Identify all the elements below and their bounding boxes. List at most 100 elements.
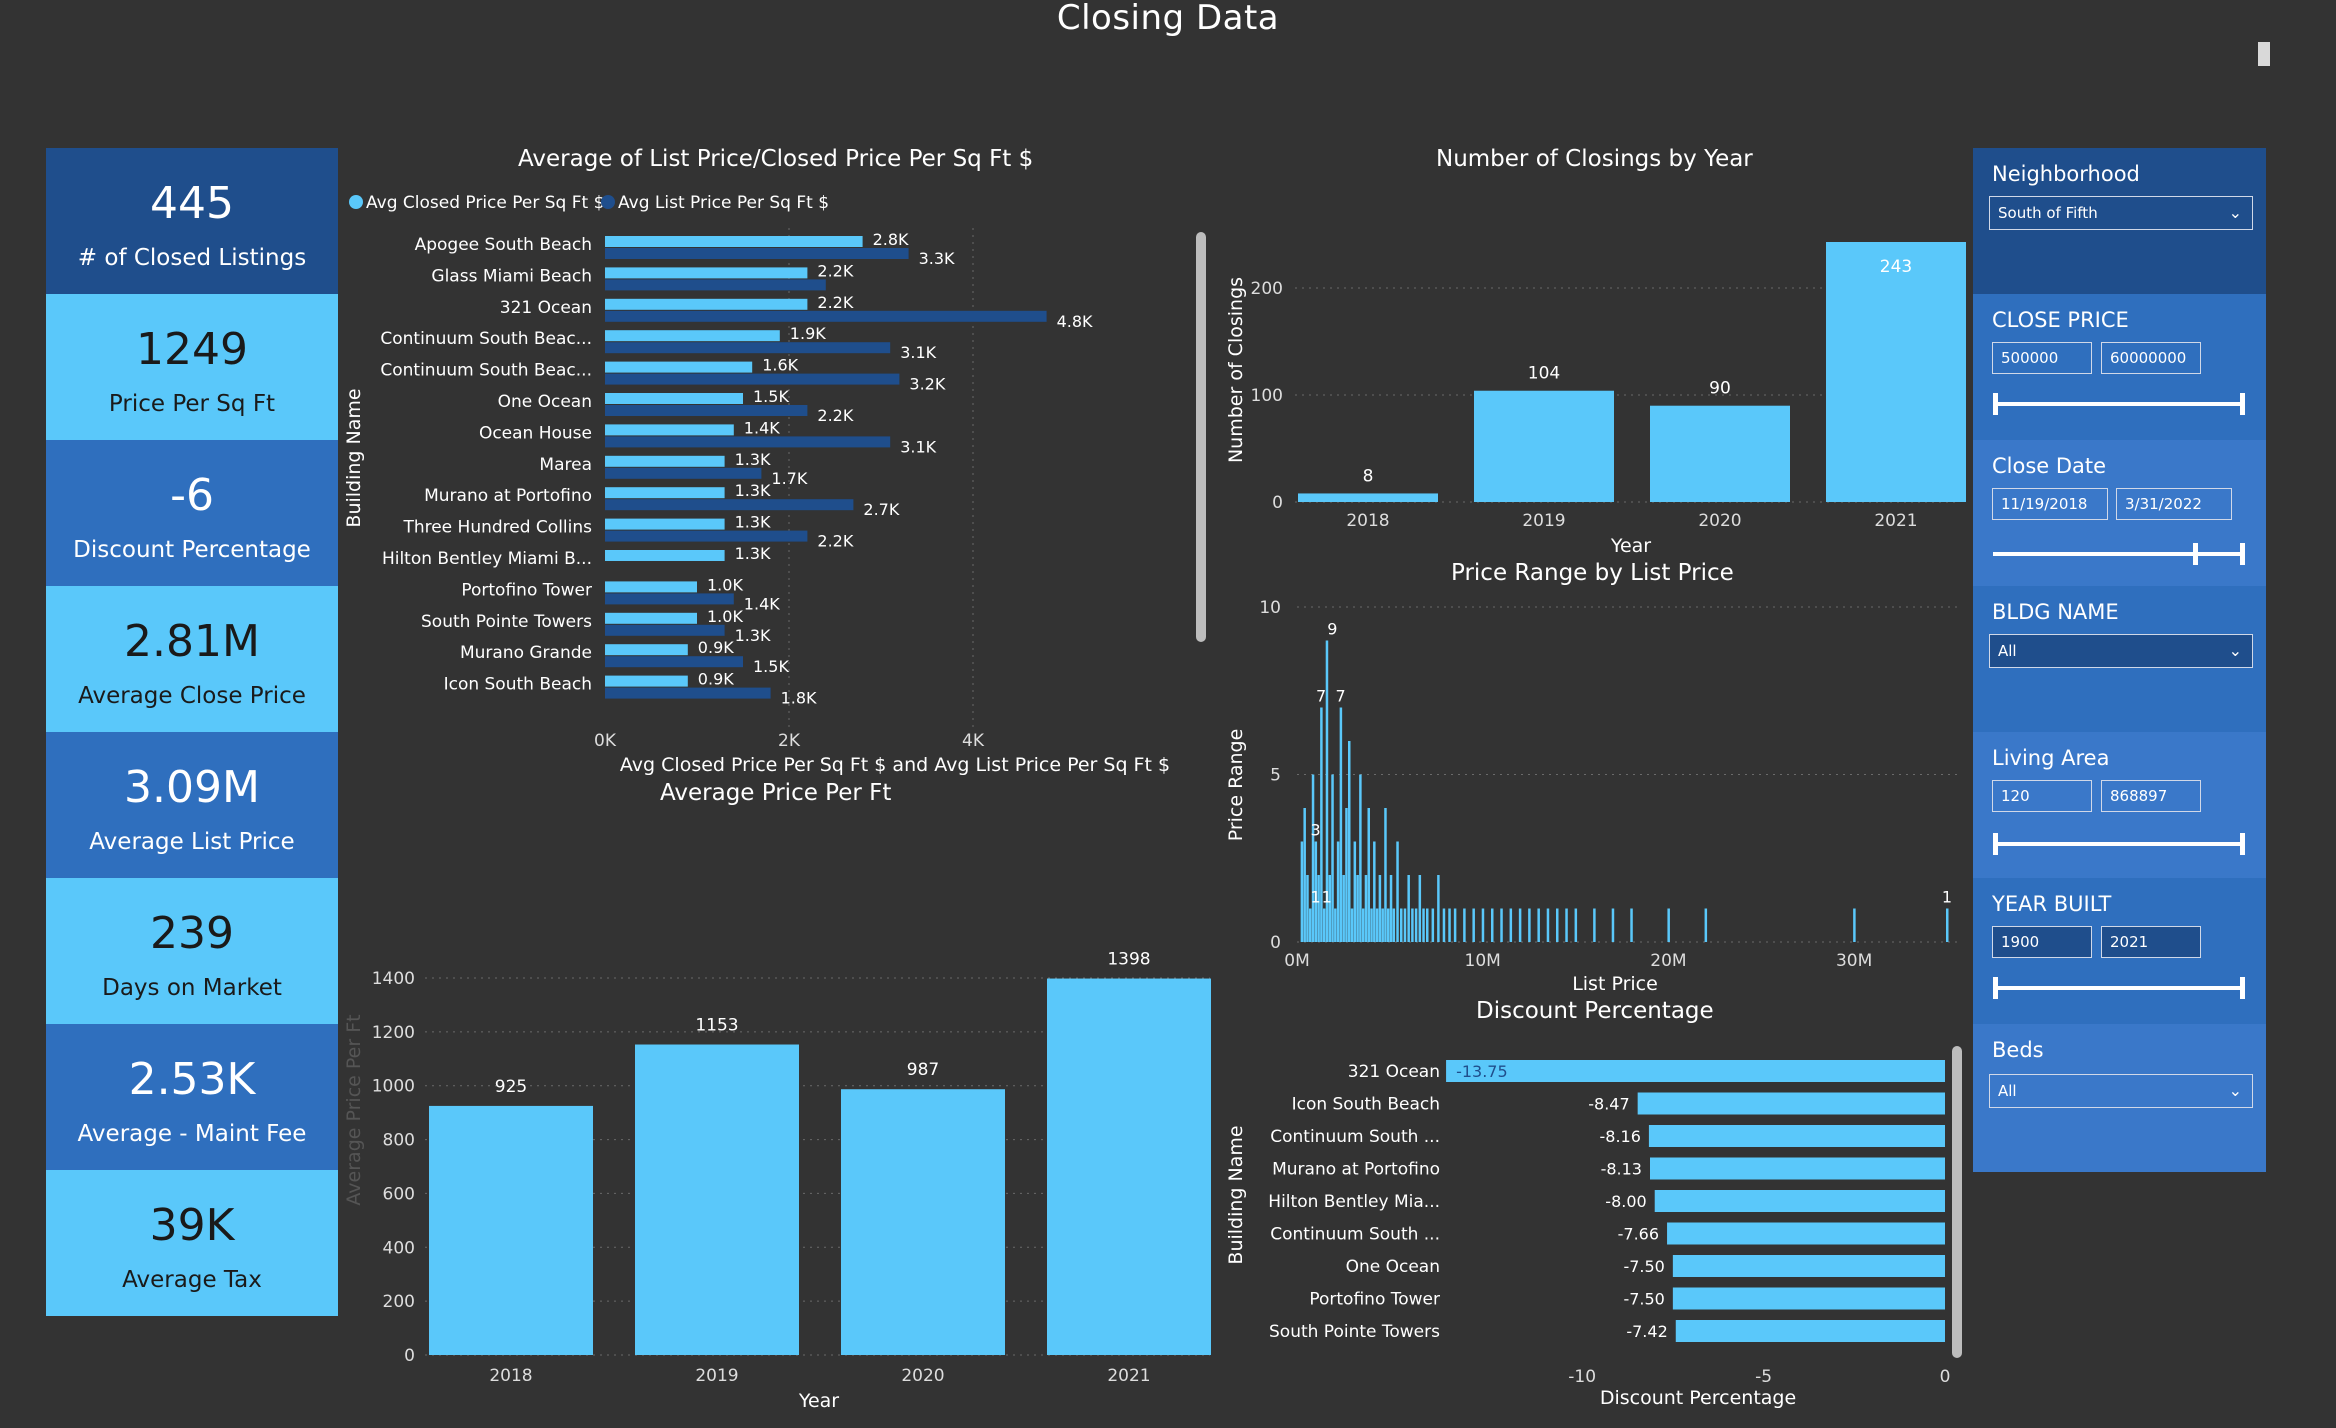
slider-max-handle[interactable] — [2240, 543, 2245, 565]
y-tick-label: 10 — [1259, 598, 1281, 618]
x-tick-label: 2K — [778, 731, 801, 751]
price-range-bar — [1528, 908, 1531, 942]
x-axis-title: List Price — [1572, 973, 1658, 995]
data-label: 1.3K — [735, 544, 771, 563]
category-label: Hilton Bentley Mia... — [1268, 1192, 1440, 1212]
y-tick-label: 200 — [383, 1292, 415, 1312]
list-price-bar — [605, 436, 891, 448]
price-range-bar — [1414, 908, 1418, 942]
beds-dropdown[interactable]: All ⌄ — [1989, 1074, 2253, 1108]
list-price-bar — [605, 373, 900, 385]
page-title: Closing Data — [1056, 0, 1280, 38]
slider-max-handle[interactable] — [2240, 393, 2245, 415]
data-label: 1.5K — [753, 387, 789, 406]
bldg-name-dropdown[interactable]: All ⌄ — [1989, 634, 2253, 668]
data-label: 3.2K — [909, 375, 945, 394]
data-label: 1.9K — [790, 324, 826, 343]
category-label: One Ocean — [498, 392, 592, 412]
price-per-sqft-scrollbar[interactable] — [1196, 232, 1206, 642]
price-range-bar — [1574, 908, 1578, 942]
living-area-max-input[interactable]: 868897 — [2101, 780, 2201, 812]
data-label: 2.2K — [817, 532, 853, 551]
list-price-bar — [605, 593, 734, 605]
slider-handle[interactable] — [2193, 543, 2198, 565]
legend-label: Avg Closed Price Per Sq Ft $ — [366, 193, 604, 213]
category-label: Portofino Tower — [461, 580, 592, 600]
kpi-value: 445 — [150, 178, 234, 229]
close-price-max-input[interactable]: 60000000 — [2101, 342, 2201, 374]
price-range-bar — [1356, 875, 1359, 942]
discount-bar — [1649, 1157, 1945, 1180]
y-tick-label: 1200 — [372, 1023, 415, 1043]
y-tick-label: 800 — [383, 1131, 415, 1151]
closed-price-bar — [605, 393, 743, 404]
slider-max-handle[interactable] — [2240, 977, 2245, 999]
y-axis-title: Building Name — [1225, 1125, 1247, 1264]
closings-bar — [1474, 390, 1614, 502]
kpi-average-maint-fee: 2.53K Average - Maint Fee — [46, 1024, 338, 1170]
price-range-bar — [1491, 908, 1494, 942]
category-label: Murano Grande — [460, 643, 592, 663]
avg-price-bar — [1047, 978, 1211, 1355]
discount-bar — [1672, 1287, 1945, 1310]
living-area-min-input[interactable]: 120 — [1992, 780, 2092, 812]
price-range-bar — [1350, 908, 1354, 942]
list-price-bar — [605, 530, 808, 542]
data-label: 1398 — [1107, 950, 1150, 970]
kpi-value: -6 — [170, 470, 214, 521]
list-price-bar — [605, 499, 854, 511]
price-range-bar — [1472, 908, 1475, 942]
price-range-bar — [1303, 808, 1306, 942]
year-built-max-input[interactable]: 2021 — [2101, 926, 2201, 958]
x-tick-label: 10M — [1465, 951, 1501, 971]
data-label: 2.2K — [817, 261, 853, 280]
y-tick-label: 200 — [1251, 279, 1283, 299]
avg-price-bar — [635, 1044, 799, 1355]
category-label: South Pointe Towers — [1269, 1322, 1440, 1342]
year-built-min-input[interactable]: 1900 — [1992, 926, 2092, 958]
data-label: -8.16 — [1600, 1127, 1641, 1146]
slider-min-handle[interactable] — [1993, 977, 1998, 999]
x-axis-title: Discount Percentage — [1600, 1387, 1796, 1409]
price-range-bar — [1407, 875, 1410, 942]
y-tick-label: 100 — [1251, 386, 1283, 406]
closed-price-bar — [605, 612, 697, 624]
x-axis-title: Year — [1610, 535, 1651, 557]
chevron-down-icon: ⌄ — [2228, 641, 2242, 660]
close-date-start-input[interactable]: 11/19/2018 — [1992, 488, 2108, 520]
close-date-end-input[interactable]: 3/31/2022 — [2116, 488, 2232, 520]
price-range-bar — [1392, 908, 1396, 942]
price-range-bar — [1630, 908, 1633, 942]
living-area-slider — [1993, 833, 2245, 855]
living-area-filter: Living Area 120 868897 — [1973, 732, 2266, 878]
filter-label: Neighborhood — [1992, 162, 2140, 186]
focus-mode-icon[interactable] — [2258, 42, 2270, 66]
slider-max-handle[interactable] — [2240, 833, 2245, 855]
price-range-bar — [1328, 875, 1331, 942]
discount-bar — [1648, 1125, 1945, 1147]
price-range-bar — [1396, 841, 1399, 942]
price-range-bar — [1317, 875, 1320, 942]
slider-min-handle[interactable] — [1993, 833, 1998, 855]
data-label: 4.8K — [1057, 312, 1093, 331]
dropdown-value: All — [1998, 642, 2017, 660]
category-label: Hilton Bentley Miami B... — [382, 549, 592, 569]
closed-price-bar — [605, 581, 697, 593]
price-range-bar — [1381, 908, 1384, 942]
data-label: 1.8K — [781, 689, 817, 708]
category-label: Apogee South Beach — [415, 235, 592, 255]
discount-scrollbar[interactable] — [1952, 1046, 1962, 1358]
neighborhood-dropdown[interactable]: South of Fifth ⌄ — [1989, 196, 2253, 230]
y-tick-label: 1000 — [372, 1077, 415, 1097]
x-tick-label: 4K — [962, 731, 985, 751]
closed-price-bar — [605, 267, 808, 279]
closings-bar — [1298, 493, 1438, 502]
slider-min-handle[interactable] — [1993, 393, 1998, 415]
closed-price-bar — [605, 298, 808, 310]
data-label: 2.8K — [873, 230, 909, 249]
kpi-price-per-sqft: 1249 Price Per Sq Ft — [46, 294, 338, 440]
price-range-bar — [1306, 875, 1309, 942]
list-price-bar — [605, 279, 826, 291]
close-price-min-input[interactable]: 500000 — [1992, 342, 2092, 374]
dropdown-value: South of Fifth — [1998, 204, 2098, 222]
